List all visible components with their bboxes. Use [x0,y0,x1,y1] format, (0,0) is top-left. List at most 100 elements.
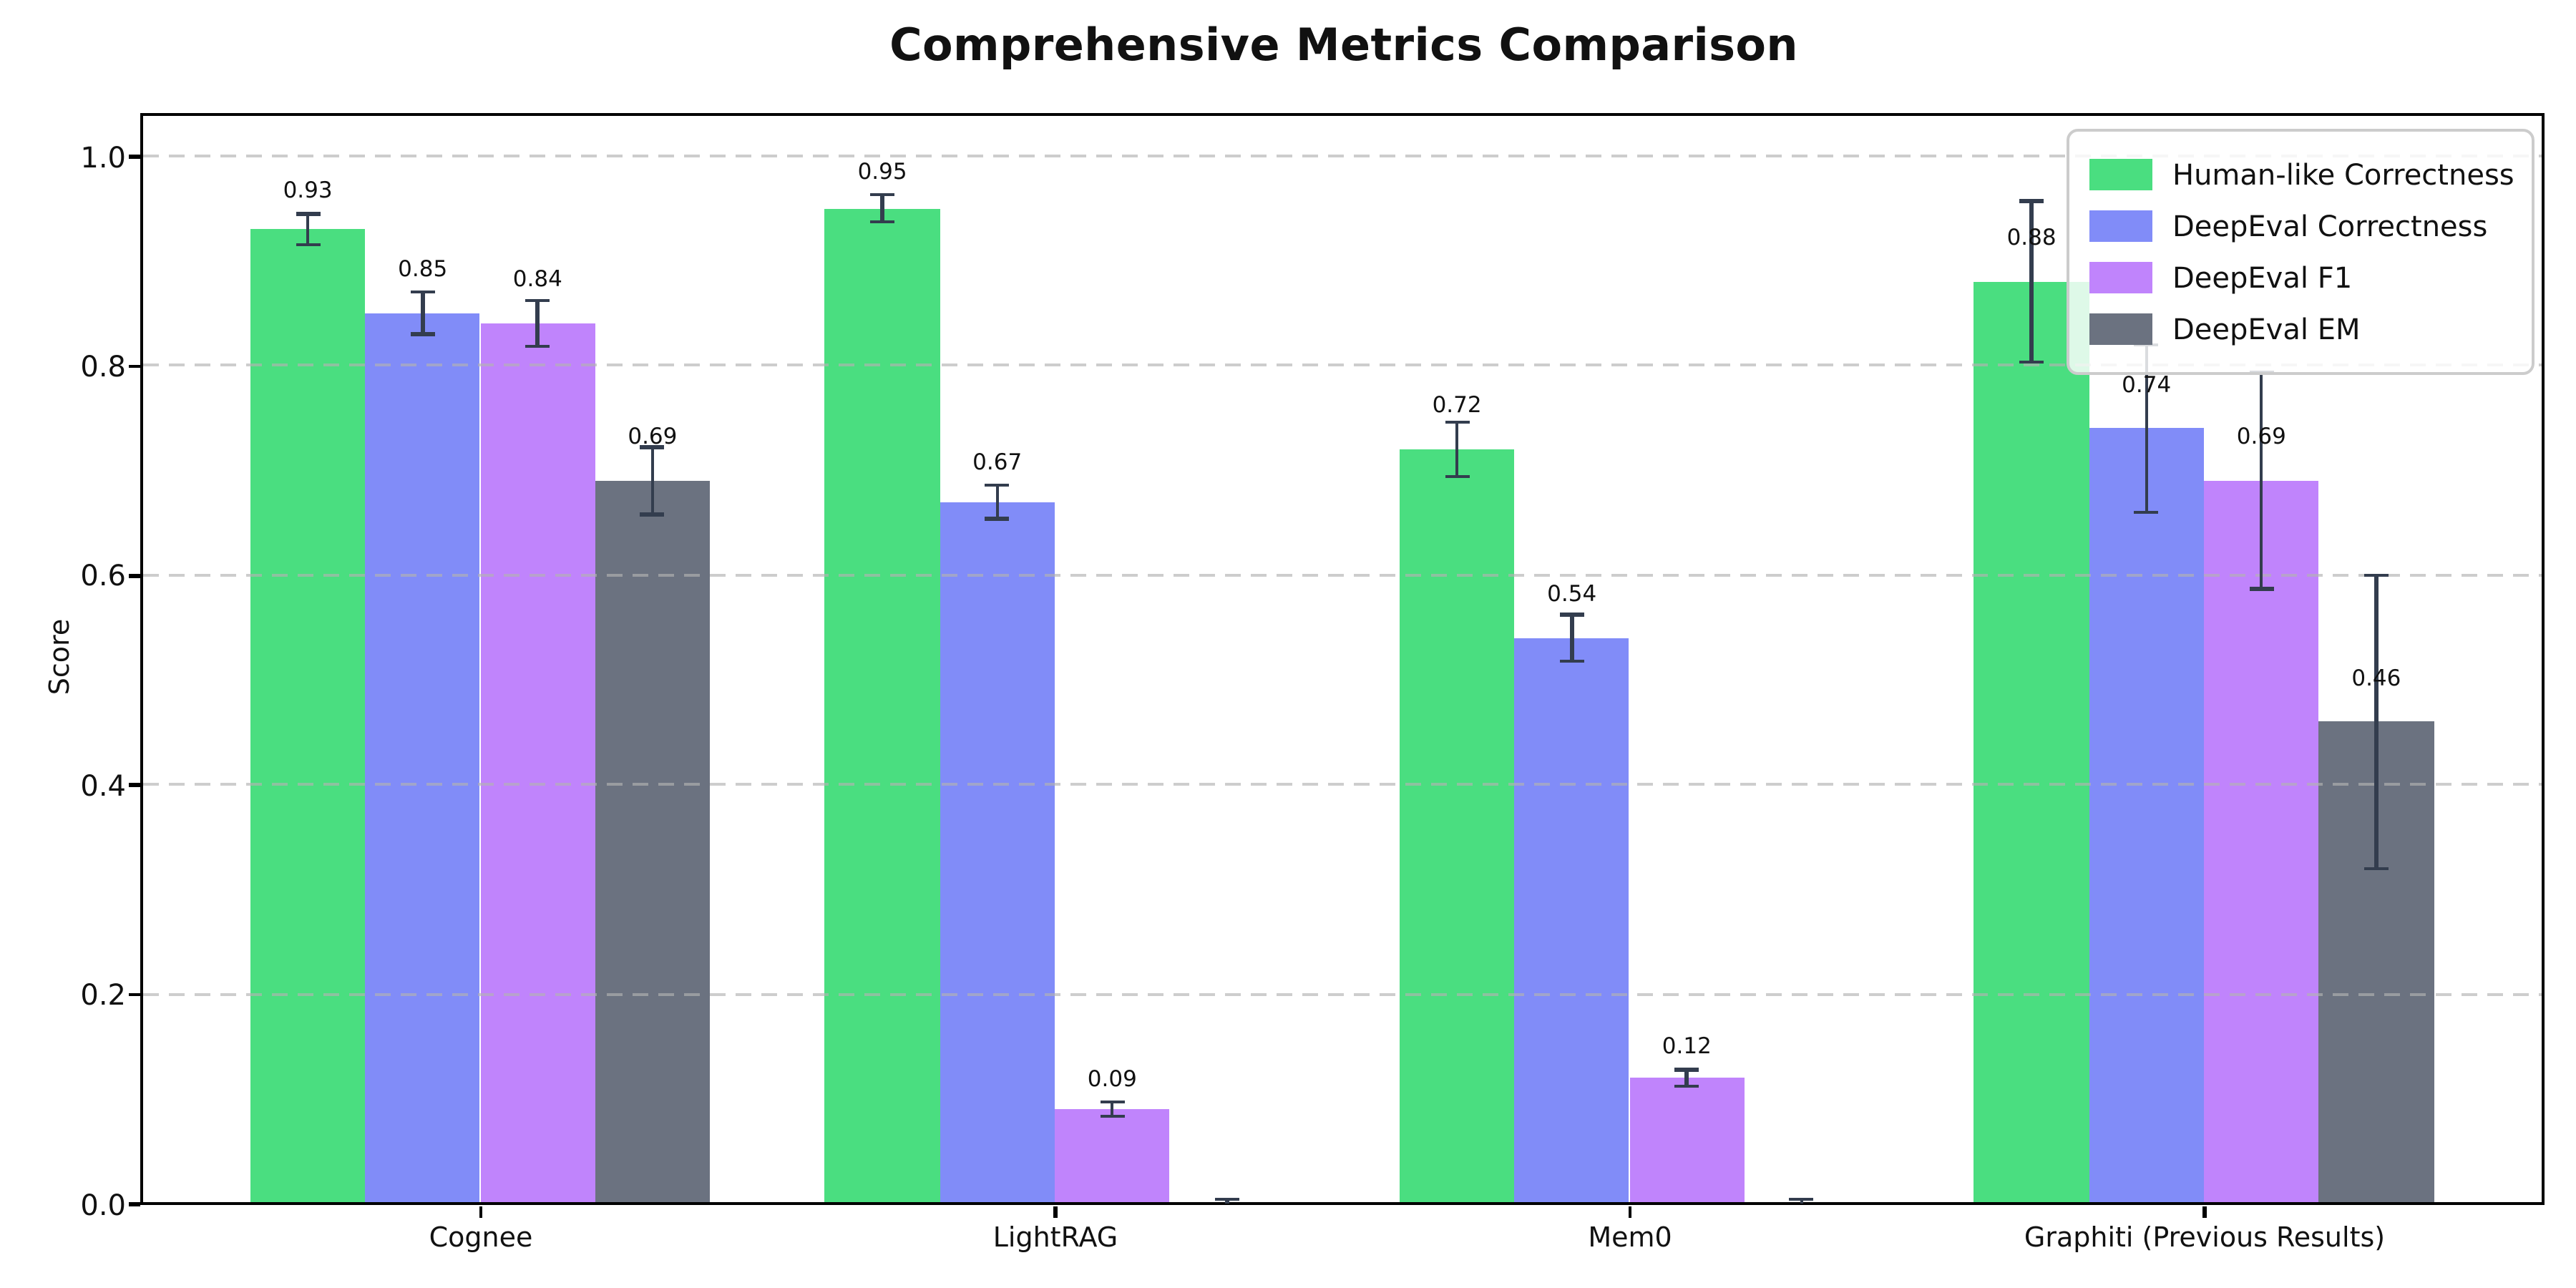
error-bar-1-1 [995,484,1000,519]
bar-value-label-3-0: 0.88 [2006,225,2057,251]
x-tick-label-1: LightRAG [992,1222,1118,1254]
error-cap-top-3-0 [2019,199,2044,203]
error-cap-top-1-2 [1100,1100,1125,1104]
y-tick-mark-0.0 [129,1202,140,1206]
error-bar-0-1 [421,292,425,334]
y-tick-label-1.0: 1.0 [80,140,126,174]
error-bar-3-0 [2029,200,2034,363]
legend-swatch-2 [2089,262,2152,293]
x-tick-label-3: Graphiti (Previous Results) [2024,1222,2386,1254]
y-tick-mark-0.2 [129,992,140,997]
bar-value-label-2-0: 0.72 [1432,392,1482,419]
chart-title: Comprehensive Metrics Comparison [889,20,1798,72]
legend: Human-like Correctness DeepEval Correctne… [2067,129,2534,375]
legend-swatch-0 [2089,159,2152,190]
bar-deepeval-f1-0 [480,323,595,1202]
bar-value-label-0-2: 0.84 [512,266,562,293]
bar-deepeval-f1-1 [1055,1109,1170,1202]
error-cap-bottom-3-3 [2363,867,2389,870]
error-cap-bottom-0-3 [640,512,665,517]
legend-label-0: Human-like Correctness [2172,157,2514,192]
error-bar-0-3 [650,447,655,514]
y-tick-mark-0.6 [129,574,140,578]
bar-deepeval-correctness-3 [2089,428,2204,1202]
bar-deepeval-f1-2 [1629,1078,1745,1202]
error-cap-top-2-0 [1445,420,1470,424]
x-tick-label-0: Cognee [429,1222,533,1254]
y-tick-label-0.6: 0.6 [80,558,126,593]
error-cap-top-0-2 [525,298,550,303]
legend-label-1: DeepEval Correctness [2172,209,2488,243]
bar-value-label-0-0: 0.93 [283,177,333,204]
bar-human-like-correctness-3 [1974,281,2089,1202]
bar-human-like-correctness-0 [250,229,366,1202]
y-axis-label: Score [44,618,76,696]
bar-value-label-3-2: 0.69 [2236,424,2286,450]
legend-swatch-3 [2089,313,2152,345]
error-cap-bottom-2-0 [1445,474,1470,479]
error-cap-bottom-1-2 [1100,1114,1125,1118]
x-tick-mark-3 [2202,1206,2207,1218]
y-tick-label-0.2: 0.2 [80,977,126,1013]
bar-value-label-0-3: 0.69 [628,424,678,450]
error-bar-2-3 [1800,1199,1804,1204]
error-cap-bottom-1-0 [870,220,895,224]
error-bar-3-3 [2374,575,2379,869]
error-cap-top-2-2 [1674,1068,1699,1072]
error-bar-1-3 [1225,1199,1229,1204]
legend-label-2: DeepEval F1 [2172,260,2353,295]
legend-item-0: Human-like Correctness [2089,149,2514,200]
bar-value-label-3-3: 0.46 [2351,665,2401,691]
error-bar-2-0 [1455,421,1459,477]
legend-label-3: DeepEval EM [2172,312,2361,346]
bar-deepeval-f1-3 [2204,480,2319,1202]
error-cap-bottom-0-1 [410,332,435,336]
error-cap-top-2-1 [1559,613,1584,617]
bar-deepeval-em-0 [595,480,711,1202]
bar-human-like-correctness-2 [1399,449,1515,1202]
bar-value-label-3-1: 0.74 [2122,371,2172,398]
gridline-y-0.4 [143,783,2542,786]
error-cap-top-1-3 [1214,1197,1239,1201]
error-cap-bottom-3-1 [2134,510,2159,514]
x-tick-mark-1 [1053,1206,1058,1218]
x-tick-mark-2 [1628,1206,1632,1218]
legend-swatch-1 [2089,210,2152,242]
bar-value-label-2-1: 0.54 [1547,581,1597,608]
gridline-y-0.8 [143,364,2542,367]
error-cap-top-1-1 [985,483,1010,487]
y-tick-mark-1.0 [129,155,140,159]
bar-deepeval-correctness-1 [940,502,1055,1202]
error-bar-0-2 [535,301,540,347]
bar-deepeval-correctness-2 [1514,638,1629,1202]
x-tick-mark-0 [479,1206,483,1218]
error-cap-top-2-3 [1789,1197,1814,1201]
error-cap-top-0-1 [410,290,435,294]
bar-human-like-correctness-1 [824,208,940,1202]
error-cap-bottom-2-2 [1674,1084,1699,1088]
error-cap-top-0-3 [640,445,665,449]
error-cap-top-1-0 [870,192,895,197]
legend-item-2: DeepEval F1 [2089,252,2512,303]
x-tick-label-2: Mem0 [1588,1222,1672,1254]
error-bar-2-1 [1570,615,1574,661]
error-bar-2-2 [1684,1069,1689,1086]
y-tick-label-0.4: 0.4 [80,768,126,803]
y-tick-mark-0.4 [129,783,140,787]
error-cap-bottom-3-0 [2019,360,2044,364]
y-tick-label-0.8: 0.8 [80,348,126,384]
y-tick-label-0.0: 0.0 [80,1187,126,1221]
error-cap-bottom-1-1 [985,517,1010,521]
error-bar-3-1 [2145,344,2149,512]
bar-value-label-1-2: 0.09 [1087,1066,1137,1092]
y-tick-mark-0.8 [129,364,140,369]
error-cap-bottom-0-0 [296,243,321,247]
gridline-y-1.0 [143,155,2542,157]
legend-item-1: DeepEval Correctness [2089,200,2512,252]
error-bar-0-0 [306,213,310,245]
error-bar-1-2 [1110,1101,1114,1117]
error-cap-top-0-0 [296,212,321,215]
error-bar-3-2 [2259,373,2263,589]
bar-value-label-2-2: 0.12 [1662,1033,1712,1060]
